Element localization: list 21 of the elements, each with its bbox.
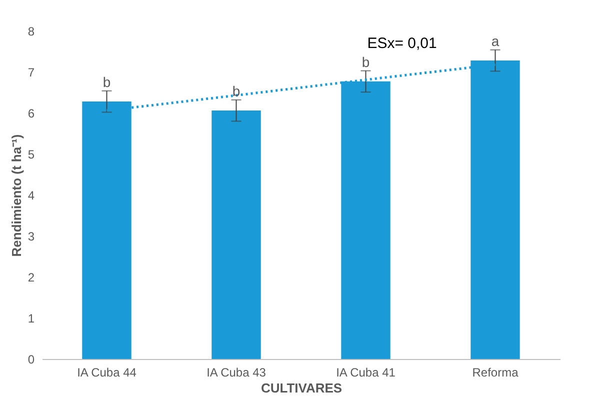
annotation: ESx= 0,01 <box>367 35 437 52</box>
y-axis-title: Rendimiento (t ha⁻¹) <box>8 134 24 257</box>
bar <box>212 110 261 359</box>
x-tick-label: Reforma <box>472 366 519 380</box>
annotation: b <box>102 74 111 90</box>
x-tick-label: IA Cuba 43 <box>206 366 266 380</box>
y-tick-label: 3 <box>28 230 35 244</box>
y-tick-label: 6 <box>28 106 35 120</box>
y-tick-label: 2 <box>28 270 35 284</box>
annotation: b <box>362 54 370 70</box>
y-tick-label: 8 <box>28 24 35 38</box>
annotation: a <box>491 32 500 49</box>
y-tick-label: 0 <box>28 352 35 366</box>
y-tick-label: 1 <box>28 312 35 326</box>
annotation: b <box>232 82 240 99</box>
y-tick-label: 5 <box>28 148 35 162</box>
y-tick-label: 4 <box>28 188 35 202</box>
x-axis-title: CULTIVARES <box>260 380 342 396</box>
y-tick-label: 7 <box>28 66 35 80</box>
x-tick-label: IA Cuba 41 <box>336 366 396 380</box>
x-tick-label: IA Cuba 44 <box>77 366 137 380</box>
